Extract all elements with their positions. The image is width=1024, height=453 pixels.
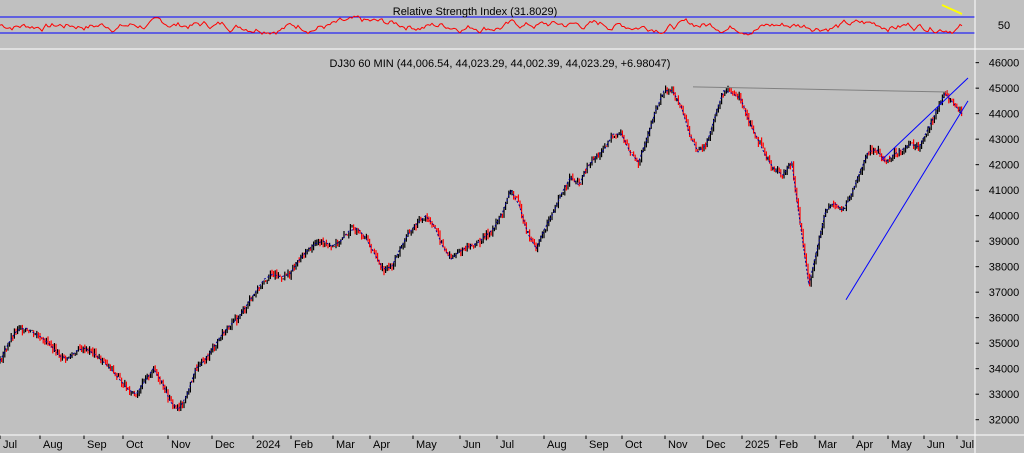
y-tick-label: 38000 [989, 262, 1020, 274]
y-tick-label: 33000 [989, 389, 1020, 401]
y-tick-label: 43000 [989, 134, 1020, 146]
x-tick-label: Oct [126, 439, 143, 451]
x-tick-label: Nov [668, 439, 688, 451]
x-tick-label: Sep [87, 439, 107, 451]
price-title: DJ30 60 MIN (44,006.54, 44,023.29, 44,00… [330, 58, 671, 70]
x-tick-label: May [891, 439, 912, 451]
x-tick-label: Jun [927, 439, 945, 451]
y-tick-label: 42000 [989, 160, 1020, 172]
y-tick-label: 37000 [989, 287, 1020, 299]
x-tick-label: Feb [779, 439, 798, 451]
y-tick-label: 41000 [989, 185, 1020, 197]
x-tick-label: Apr [856, 439, 873, 451]
x-tick-label: Mar [336, 439, 355, 451]
rsi-tick-label: 50 [998, 20, 1010, 32]
x-tick-label: 2025 [745, 439, 769, 451]
x-tick-label: Apr [373, 439, 390, 451]
y-tick-label: 32000 [989, 415, 1020, 427]
price-trend-dotted [0, 90, 963, 411]
trendline [881, 77, 969, 160]
rsi-highlight-line [941, 4, 963, 15]
x-tick-label: Dec [706, 439, 726, 451]
x-tick-label: Jul [3, 439, 17, 451]
y-tick-label: 35000 [989, 338, 1020, 350]
rsi-title: Relative Strength Index (31.8029) [393, 6, 558, 18]
y-tick-label: 45000 [989, 83, 1020, 95]
time-x-axis: Jul Aug Sep Oct Nov Dec 2024 Feb Mar Apr May Jun Jul… [0, 435, 974, 451]
trendline [692, 86, 949, 93]
x-tick-label: Aug [547, 439, 567, 451]
x-tick-label: Aug [43, 439, 63, 451]
x-tick-label: 2024 [256, 439, 280, 451]
y-tick-label: 44000 [989, 109, 1020, 121]
y-tick-label: 46000 [989, 58, 1020, 70]
x-tick-label: Nov [171, 439, 191, 451]
rsi-pane: 50 [0, 4, 1010, 36]
x-tick-label: May [416, 439, 437, 451]
x-tick-label: Oct [625, 439, 642, 451]
y-tick-label: 36000 [989, 313, 1020, 325]
y-tick-label: 34000 [989, 364, 1020, 376]
y-tick-label: 40000 [989, 211, 1020, 223]
x-tick-label: Mar [818, 439, 837, 451]
x-tick-label: Jul [500, 439, 514, 451]
price-y-axis: 32000 33000 34000 35000 36000 37000 38000 39000… [975, 58, 1019, 427]
y-tick-label: 39000 [989, 236, 1020, 248]
x-tick-label: Feb [294, 439, 313, 451]
x-tick-label: Sep [589, 439, 609, 451]
x-tick-label: Dec [215, 439, 235, 451]
rsi-line [0, 15, 963, 36]
price-pane [0, 77, 969, 412]
x-tick-label: Jul [960, 439, 974, 451]
x-tick-label: Jun [463, 439, 481, 451]
trendline [845, 100, 969, 301]
